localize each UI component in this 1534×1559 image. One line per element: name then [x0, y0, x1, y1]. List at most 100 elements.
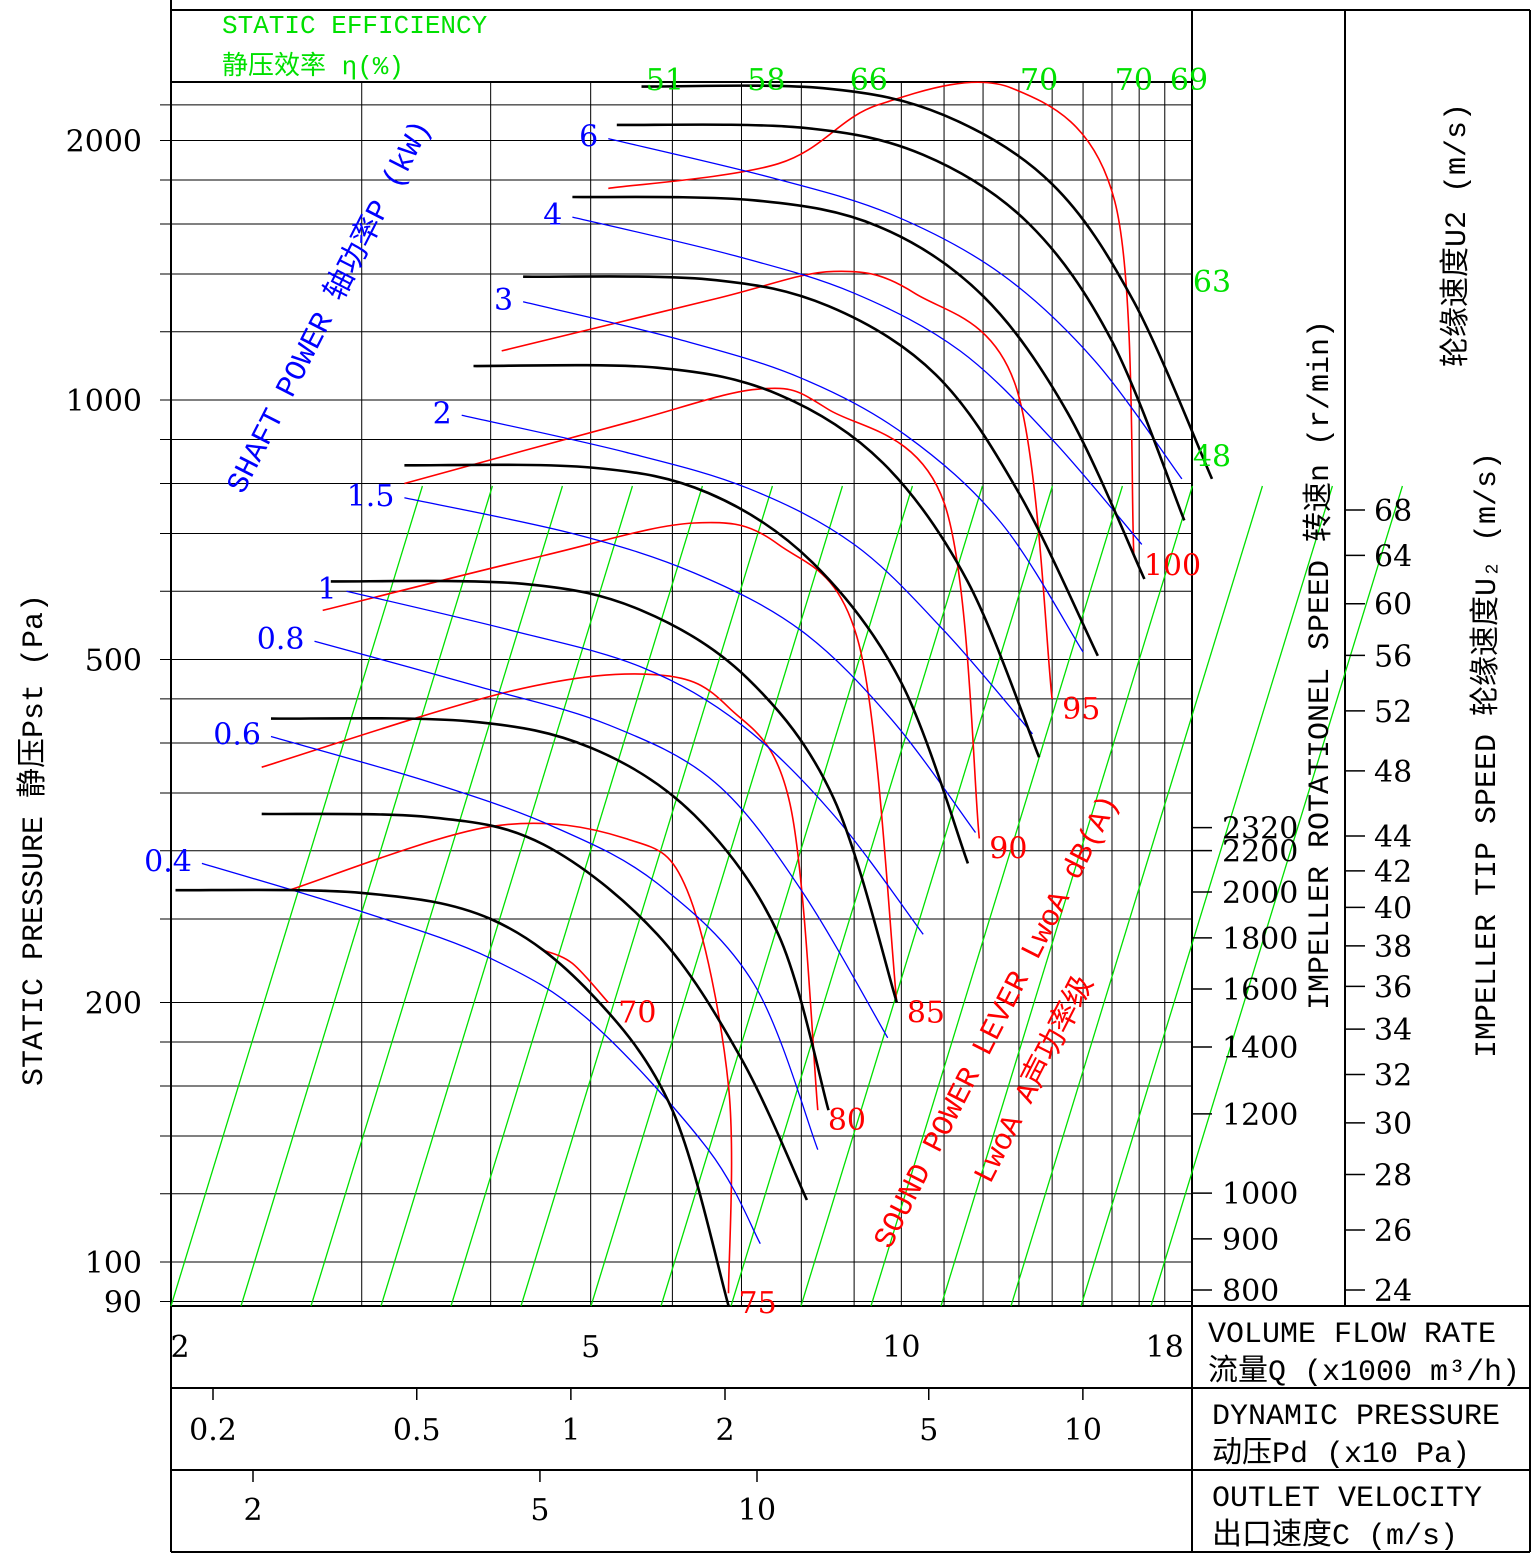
speed-curves — [175, 84, 1214, 1306]
efficiency-line — [590, 485, 844, 1307]
speed-tick-label: 1200 — [1222, 1098, 1298, 1133]
speed-curve-900 — [261, 812, 809, 1201]
efficiency-label-51: 51 — [646, 63, 684, 98]
outlet-velocity-tick-label: 2 — [243, 1493, 262, 1528]
speed-curve-1400 — [404, 463, 970, 864]
flow-tick-label: 5 — [581, 1330, 600, 1365]
efficiency-line — [1080, 485, 1334, 1307]
tip-speed-tick-label: 40 — [1374, 891, 1412, 926]
sound-label-75: 75 — [738, 1286, 776, 1321]
sound-curve-95 — [501, 270, 1053, 699]
sound-curve-70 — [543, 949, 609, 1004]
tip-speed-tick-label: 30 — [1374, 1107, 1412, 1142]
frame — [170, 0, 1531, 1553]
pressure-tick-label: 90 — [104, 1285, 142, 1320]
tip-speed-tick-label: 38 — [1374, 930, 1412, 965]
tip-speed-tick-label: 56 — [1374, 639, 1412, 674]
pressure-tick-label: 200 — [85, 987, 142, 1022]
flow-tick-label: 2 — [170, 1330, 189, 1365]
efficiency-line — [450, 485, 704, 1307]
efficiency-line — [240, 485, 494, 1307]
power-label-0.8: 0.8 — [257, 622, 305, 657]
power-label-0.4: 0.4 — [144, 844, 192, 879]
power-label-0.6: 0.6 — [213, 718, 261, 753]
speed-tick-label: 1600 — [1222, 973, 1298, 1008]
efficiency-line — [870, 485, 1124, 1307]
speed-tick-label: 900 — [1222, 1223, 1279, 1258]
efficiency-line — [730, 485, 984, 1307]
sound-curve-80 — [261, 673, 819, 1111]
power-label-3: 3 — [494, 283, 513, 318]
tip-speed-tick-label: 34 — [1374, 1013, 1412, 1048]
dynamic-pressure-tick-label: 10 — [1064, 1413, 1102, 1448]
static-pressure-title: STATIC PRESSURE 静压Pst (Pa) — [16, 594, 52, 1086]
efficiency-line — [800, 485, 1054, 1307]
speed-curve-1600 — [473, 363, 1041, 758]
tip-speed-tick-label: 60 — [1374, 588, 1412, 623]
sound-curve-75 — [288, 822, 733, 1294]
sound-label-100: 100 — [1144, 549, 1201, 584]
dynamic-pressure-tick-label: 2 — [715, 1413, 734, 1448]
sound-label-70: 70 — [618, 996, 656, 1031]
speed-curve-1000 — [270, 716, 830, 1111]
pressure-tick-label: 500 — [85, 643, 142, 678]
efficiency-line — [170, 485, 424, 1307]
power-curve-0.6 — [270, 735, 819, 1150]
tip-speed-tick-label: 32 — [1374, 1059, 1412, 1094]
speed-tick-label: 1000 — [1222, 1177, 1298, 1212]
static-efficiency-title-en: STATIC EFFICIENCY — [222, 11, 488, 41]
speed-tick-label: 2000 — [1222, 876, 1298, 911]
shaft-power-title: SHAFT POWER 轴功率P (kW) — [220, 114, 440, 499]
efficiency-line — [940, 485, 1194, 1307]
power-curve-2 — [461, 414, 1033, 735]
dynamic-pressure-title-cn: 动压Pd (x10 Pa) — [1212, 1437, 1470, 1472]
efficiency-line — [520, 485, 774, 1307]
efficiency-label-63: 63 — [1193, 265, 1231, 300]
speed-tick-label: 2320 — [1222, 812, 1298, 847]
tip-speed-title-cn: 轮缘速度U2 (m/s) — [1439, 103, 1475, 367]
power-curve-0.4 — [201, 862, 761, 1245]
efficiency-label-69: 69 — [1170, 63, 1208, 98]
efficiency-line — [660, 485, 914, 1307]
pressure-tick-label: 1000 — [66, 384, 142, 419]
power-label-6: 6 — [579, 120, 598, 155]
pressure-tick-label: 100 — [85, 1246, 142, 1281]
tip-speed-title-en: IMPELLER TIP SPEED 轮缘速度U₂ (m/s) — [1469, 452, 1505, 1058]
sound-curve-100 — [608, 81, 1135, 556]
power-curve-1 — [346, 590, 924, 935]
power-curve-6 — [608, 137, 1183, 480]
efficiency-label-70: 70 — [1020, 63, 1058, 98]
speed-curve-1200 — [330, 579, 899, 1003]
speed-curve-2200 — [616, 123, 1186, 521]
efficiency-label-66: 66 — [850, 63, 888, 98]
tip-speed-tick-label: 42 — [1374, 855, 1412, 890]
tip-speed-tick-label: 26 — [1374, 1214, 1412, 1249]
efficiency-label-58: 58 — [747, 63, 785, 98]
power-curve-4 — [572, 216, 1143, 545]
speed-curve-1800 — [523, 275, 1099, 657]
outlet-velocity-tick-label: 10 — [738, 1493, 776, 1528]
speed-tick-label: 1800 — [1222, 922, 1298, 957]
efficiency-lines — [170, 485, 1404, 1307]
flow-tick-label: 10 — [882, 1330, 920, 1365]
efficiency-label-48: 48 — [1193, 439, 1231, 474]
pressure-tick-label: 2000 — [66, 125, 142, 160]
sound-power-curves — [261, 81, 1135, 1294]
speed-tick-label: 2200 — [1222, 835, 1298, 870]
sound-label-80: 80 — [828, 1103, 866, 1138]
tip-speed-tick-label: 44 — [1374, 820, 1412, 855]
outlet-velocity-title-en: OUTLET VELOCITY — [1212, 1482, 1482, 1516]
tip-speed-tick-label: 28 — [1374, 1159, 1412, 1194]
dynamic-pressure-tick-label: 0.2 — [189, 1413, 237, 1448]
shaft-power-curves — [201, 137, 1183, 1245]
sound-label-95: 95 — [1062, 692, 1100, 727]
sound-label-85: 85 — [907, 996, 945, 1031]
volume-flow-title-en: VOLUME FLOW RATE — [1208, 1318, 1496, 1352]
power-label-1: 1 — [317, 572, 336, 607]
tip-speed-tick-label: 68 — [1374, 494, 1412, 529]
power-curve-3 — [522, 301, 1084, 653]
outlet-velocity-tick-label: 5 — [530, 1493, 549, 1528]
sound-label-90: 90 — [989, 831, 1027, 866]
